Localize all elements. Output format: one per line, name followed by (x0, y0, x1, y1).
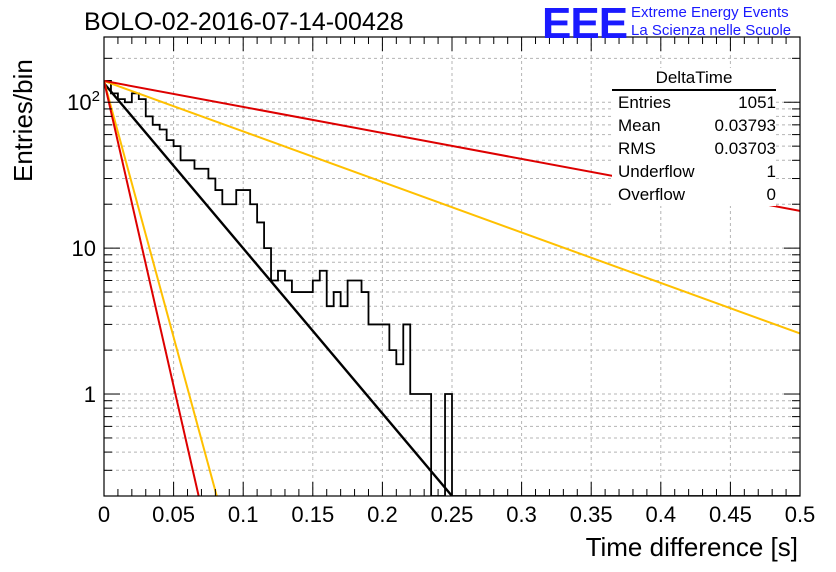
logo-mark: EEE (542, 0, 628, 48)
stats-row-underflow: Underflow 1 (612, 160, 776, 183)
stats-value: 0.03793 (714, 116, 776, 135)
stats-value: 0.03703 (714, 139, 776, 158)
y-tick-label: 102 (67, 88, 100, 115)
x-tick-label: 0.2 (367, 502, 398, 527)
stats-row-rms: RMS 0.03703 (612, 137, 776, 160)
stats-row-mean: Mean 0.03793 (612, 114, 776, 137)
x-tick-label: 0.5 (785, 502, 816, 527)
x-tick-label: 0 (98, 502, 110, 527)
x-tick-label: 0.1 (228, 502, 259, 527)
y-tick-label: 10 (72, 236, 96, 261)
eee-logo: EEE Extreme Energy Events La Scienza nel… (542, 2, 791, 46)
stats-box: DeltaTime Entries 1051 Mean 0.03793 RMS … (612, 68, 776, 206)
stats-label: Mean (618, 116, 661, 135)
fit-line (104, 79, 800, 335)
histogram-outline (104, 80, 800, 496)
x-tick-label: 0.45 (709, 502, 752, 527)
stats-value: 1051 (738, 93, 776, 112)
y-tick-label: 1 (84, 382, 96, 407)
x-tick-label: 0.25 (431, 502, 474, 527)
fit-line (104, 80, 200, 496)
x-tick-label: 0.4 (646, 502, 677, 527)
stats-label: RMS (618, 139, 656, 158)
stats-label: Entries (618, 93, 671, 112)
logo-text: Extreme Energy Events La Scienza nelle S… (631, 4, 791, 40)
chart-title: BOLO-02-2016-07-14-00428 (84, 8, 404, 36)
stats-value: 1 (766, 162, 776, 181)
stats-row-overflow: Overflow 0 (612, 183, 776, 206)
x-tick-label: 0.35 (570, 502, 613, 527)
stats-label: Overflow (618, 185, 686, 204)
stats-label: Underflow (618, 162, 695, 181)
stats-title: DeltaTime (612, 68, 776, 91)
fit-line (104, 80, 218, 496)
logo-line-1: Extreme Energy Events (631, 4, 789, 21)
y-axis-label: Entries/bin (8, 59, 38, 182)
logo-line-2: La Scienza nelle Scuole (631, 22, 792, 39)
x-axis-label: Time difference [s] (585, 532, 798, 562)
fit-line (104, 82, 453, 496)
stats-value: 0 (766, 185, 776, 204)
x-tick-label: 0.15 (291, 502, 334, 527)
x-tick-label: 0.05 (152, 502, 195, 527)
stats-row-entries: Entries 1051 (612, 91, 776, 114)
x-tick-label: 0.3 (506, 502, 537, 527)
